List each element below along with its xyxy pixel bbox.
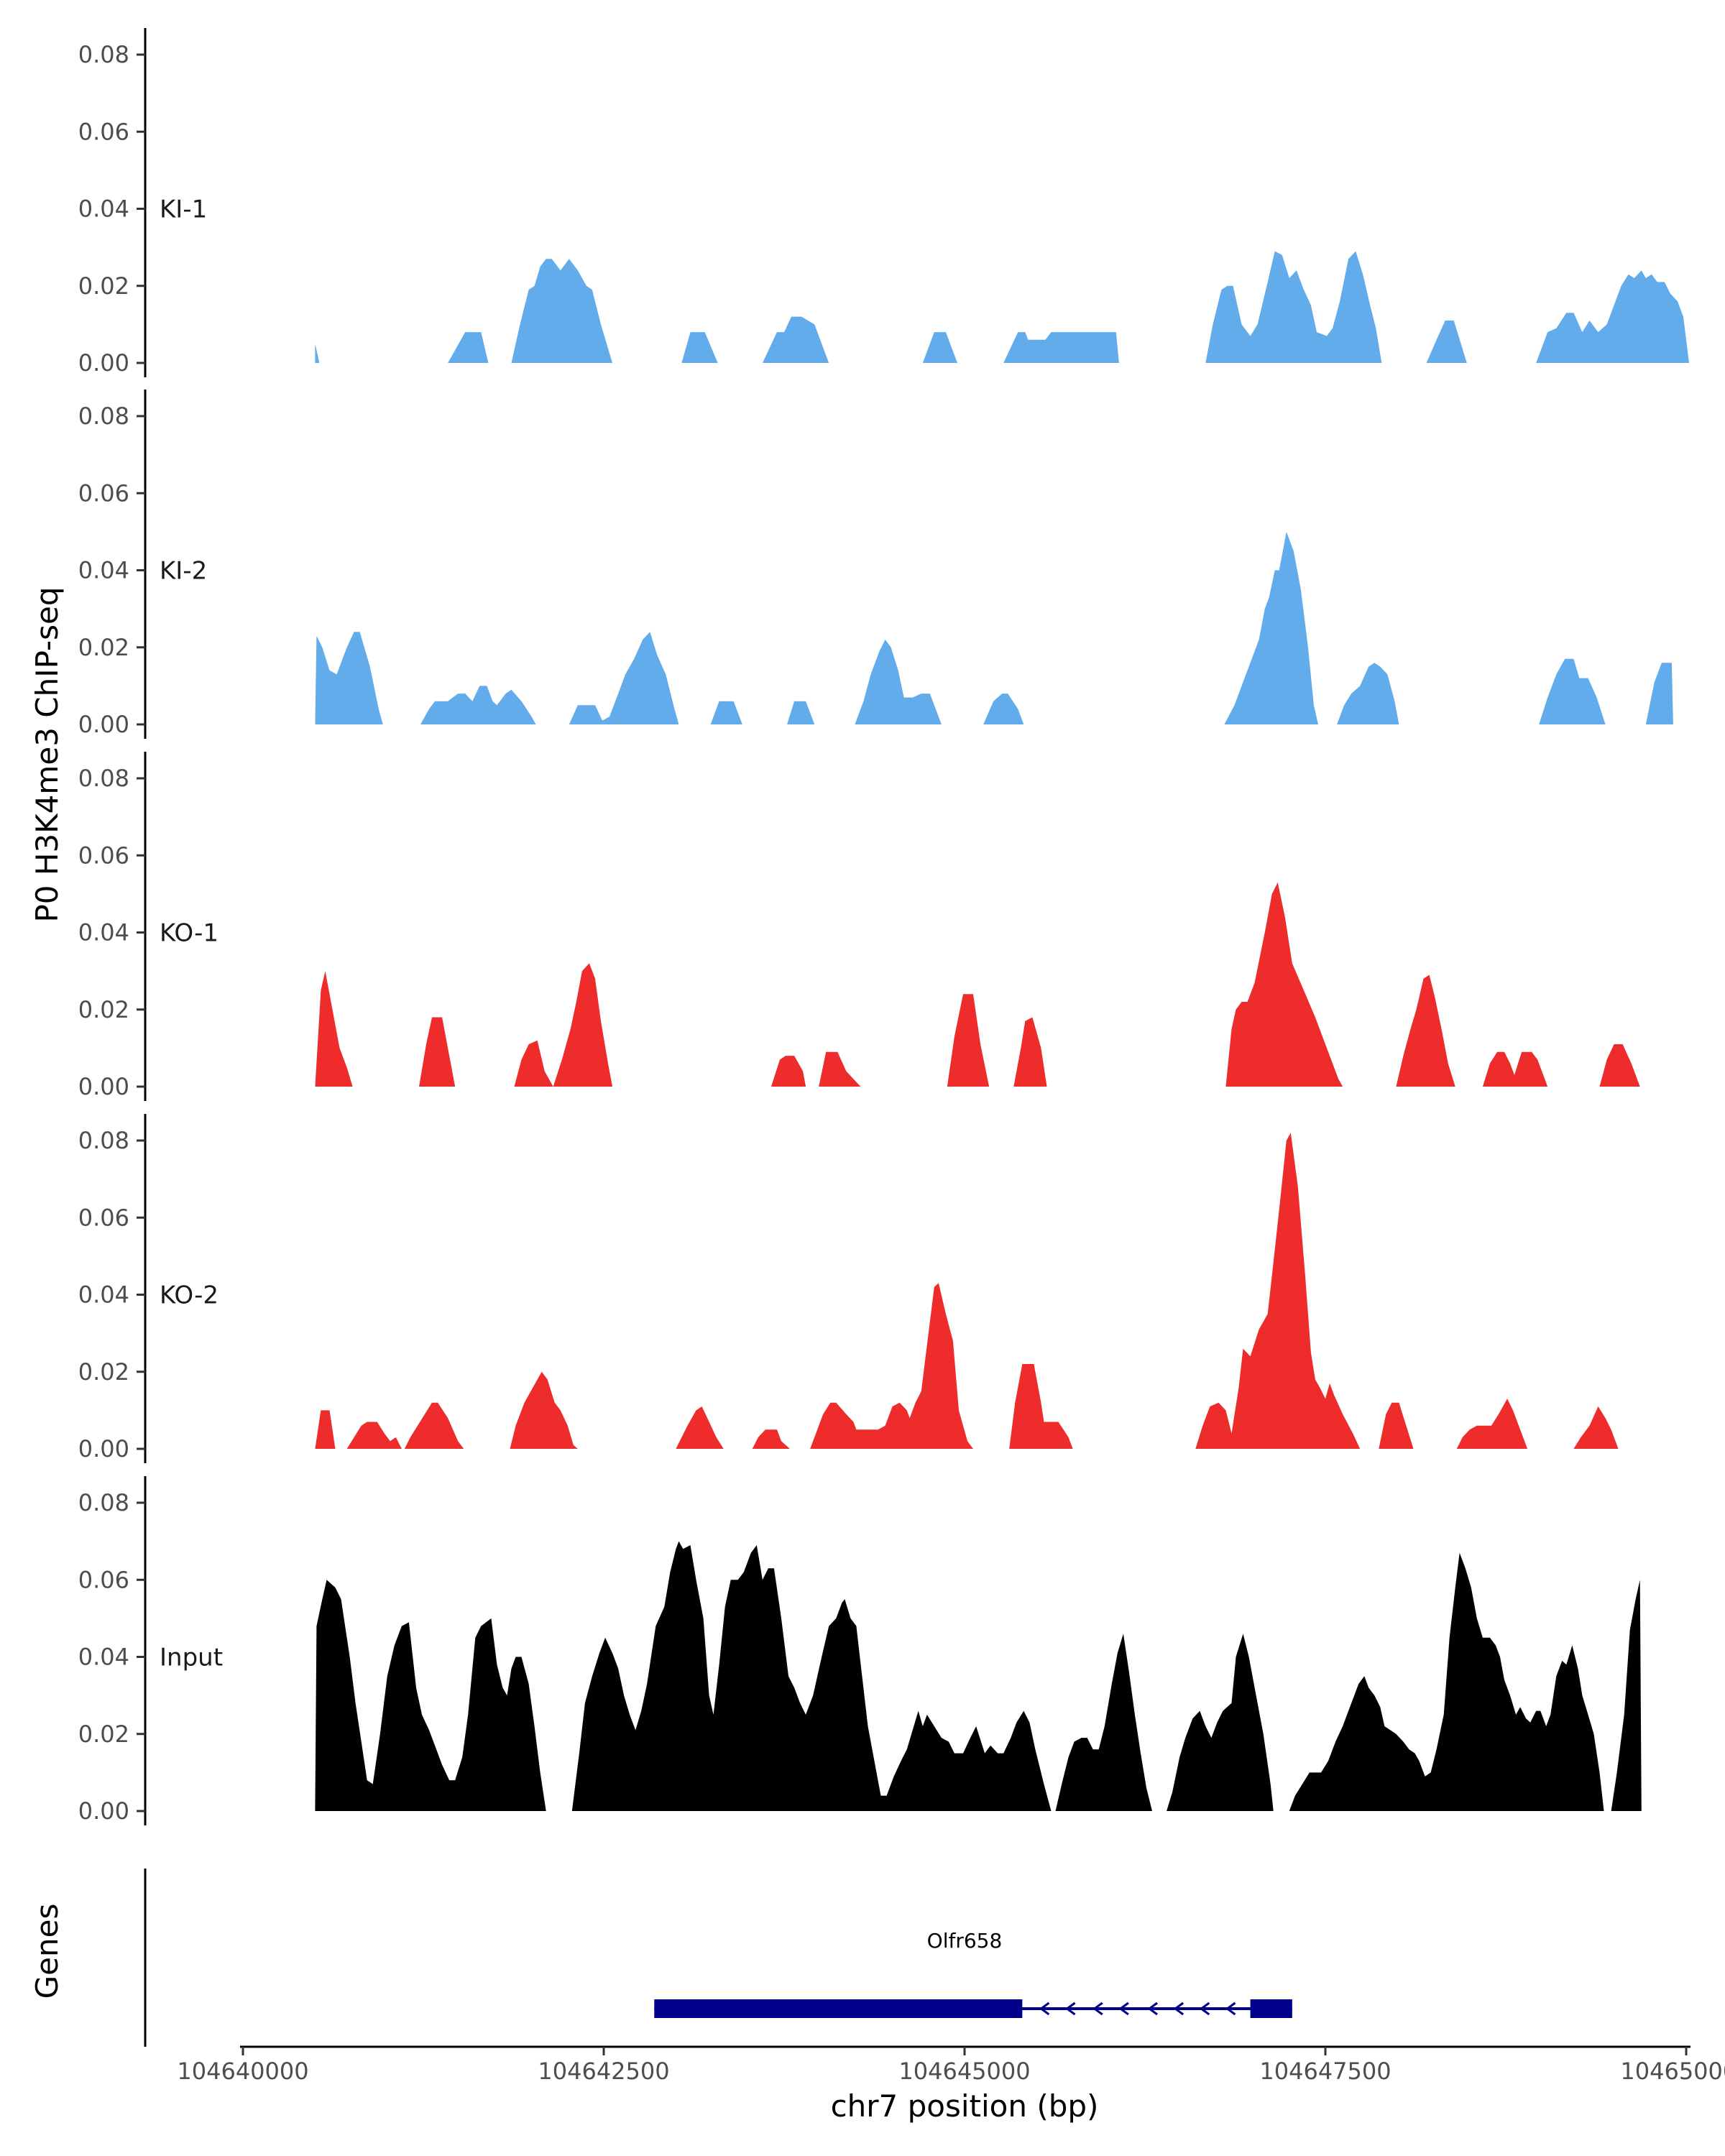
y-tick-label: 0.00 bbox=[78, 1797, 129, 1825]
y-tick-label: 0.00 bbox=[78, 1435, 129, 1462]
gene-exon-2 bbox=[1250, 1999, 1292, 2018]
x-tick-label: 104645000 bbox=[898, 2058, 1030, 2085]
x-axis-title: chr7 position (bp) bbox=[831, 2088, 1099, 2124]
strand-arrow bbox=[1147, 2001, 1158, 2016]
track-label: KI-2 bbox=[160, 557, 207, 586]
signal-area-ko-1 bbox=[315, 882, 1640, 1087]
y-tick-label: 0.08 bbox=[78, 1489, 129, 1516]
y-tick-label: 0.06 bbox=[78, 1566, 129, 1593]
y-tick-label: 0.06 bbox=[78, 1204, 129, 1231]
y-tick-label: 0.02 bbox=[78, 272, 129, 300]
track-ki-2: 0.00 0.02 0.04 0.06 0.08 KI-2 bbox=[78, 390, 1673, 739]
gene-label: Olfr658 bbox=[927, 1929, 1003, 1953]
y-tick-label: 0.04 bbox=[78, 1281, 129, 1309]
strand-arrow bbox=[1092, 2001, 1103, 2016]
track-ki-1: 0.00 0.02 0.04 0.06 0.08 KI-1 bbox=[78, 28, 1689, 377]
y-tick-label: 0.00 bbox=[78, 711, 129, 738]
y-tick-label: 0.04 bbox=[78, 195, 129, 223]
x-tick-label: 104650000 bbox=[1620, 2058, 1725, 2085]
strand-arrow bbox=[1173, 2001, 1184, 2016]
y-tick-label: 0.00 bbox=[78, 349, 129, 377]
track-label: KO-2 bbox=[160, 1281, 218, 1310]
strand-arrow bbox=[1065, 2001, 1076, 2016]
y-tick-label: 0.02 bbox=[78, 1720, 129, 1748]
signal-area-ki-1 bbox=[315, 251, 1689, 363]
signal-area-ko-2 bbox=[315, 1133, 1619, 1449]
y-tick-label: 0.04 bbox=[78, 1644, 129, 1671]
track-input: 0.00 0.02 0.04 0.06 0.08 Input bbox=[78, 1476, 1642, 1825]
y-tick-label: 0.08 bbox=[78, 41, 129, 68]
y-axis-title: P0 H3K4me3 ChIP-seq bbox=[29, 586, 65, 922]
gene-exon-1 bbox=[654, 1999, 1023, 2018]
y-tick-label: 0.08 bbox=[78, 765, 129, 792]
y-tick-label: 0.06 bbox=[78, 118, 129, 145]
y-tick-label: 0.02 bbox=[78, 1358, 129, 1386]
track-ko-1: 0.00 0.02 0.04 0.06 0.08 KO-1 bbox=[78, 752, 1640, 1101]
y-tick-label: 0.06 bbox=[78, 842, 129, 869]
y-tick-label: 0.08 bbox=[78, 402, 129, 430]
genes-axis-title: Genes bbox=[29, 1904, 65, 1999]
x-axis: 104640000 104642500 104645000 104647500 1046… bbox=[177, 2045, 1725, 2085]
tracks-layer: 0.00 0.02 0.04 0.06 0.08 KI-1 0.00 0.02 0.04 0.06… bbox=[78, 28, 1689, 1825]
y-tick-label: 0.02 bbox=[78, 996, 129, 1023]
x-tick-label: 104642500 bbox=[538, 2058, 669, 2085]
y-tick-label: 0.06 bbox=[78, 479, 129, 507]
x-tick-label: 104640000 bbox=[177, 2058, 308, 2085]
strand-arrow bbox=[1118, 2001, 1129, 2016]
y-tick-label: 0.02 bbox=[78, 634, 129, 661]
track-label: KI-1 bbox=[160, 195, 207, 224]
signal-area-ki-2 bbox=[315, 531, 1673, 724]
y-tick-label: 0.04 bbox=[78, 919, 129, 946]
track-ko-2: 0.00 0.02 0.04 0.06 0.08 KO-2 bbox=[78, 1114, 1619, 1463]
y-tick-label: 0.04 bbox=[78, 557, 129, 584]
gene-track: Olfr658 bbox=[144, 1869, 1292, 2047]
y-tick-label: 0.08 bbox=[78, 1127, 129, 1154]
strand-arrow bbox=[1225, 2001, 1236, 2016]
strand-arrow bbox=[1039, 2001, 1050, 2016]
signal-area-input bbox=[315, 1541, 1642, 1811]
track-label: Input bbox=[160, 1644, 223, 1672]
track-label: KO-1 bbox=[160, 919, 218, 948]
strand-arrow bbox=[1199, 2001, 1210, 2016]
y-tick-label: 0.00 bbox=[78, 1073, 129, 1100]
x-tick-label: 104647500 bbox=[1259, 2058, 1391, 2085]
